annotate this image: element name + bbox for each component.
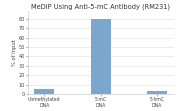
Y-axis label: % of Input: % of Input (12, 39, 17, 66)
Title: MeDIP Using Anti-5-mC Antibody (RM231): MeDIP Using Anti-5-mC Antibody (RM231) (31, 3, 170, 10)
Bar (147, 91, 167, 94)
Bar (34, 89, 54, 94)
Bar (91, 19, 110, 94)
